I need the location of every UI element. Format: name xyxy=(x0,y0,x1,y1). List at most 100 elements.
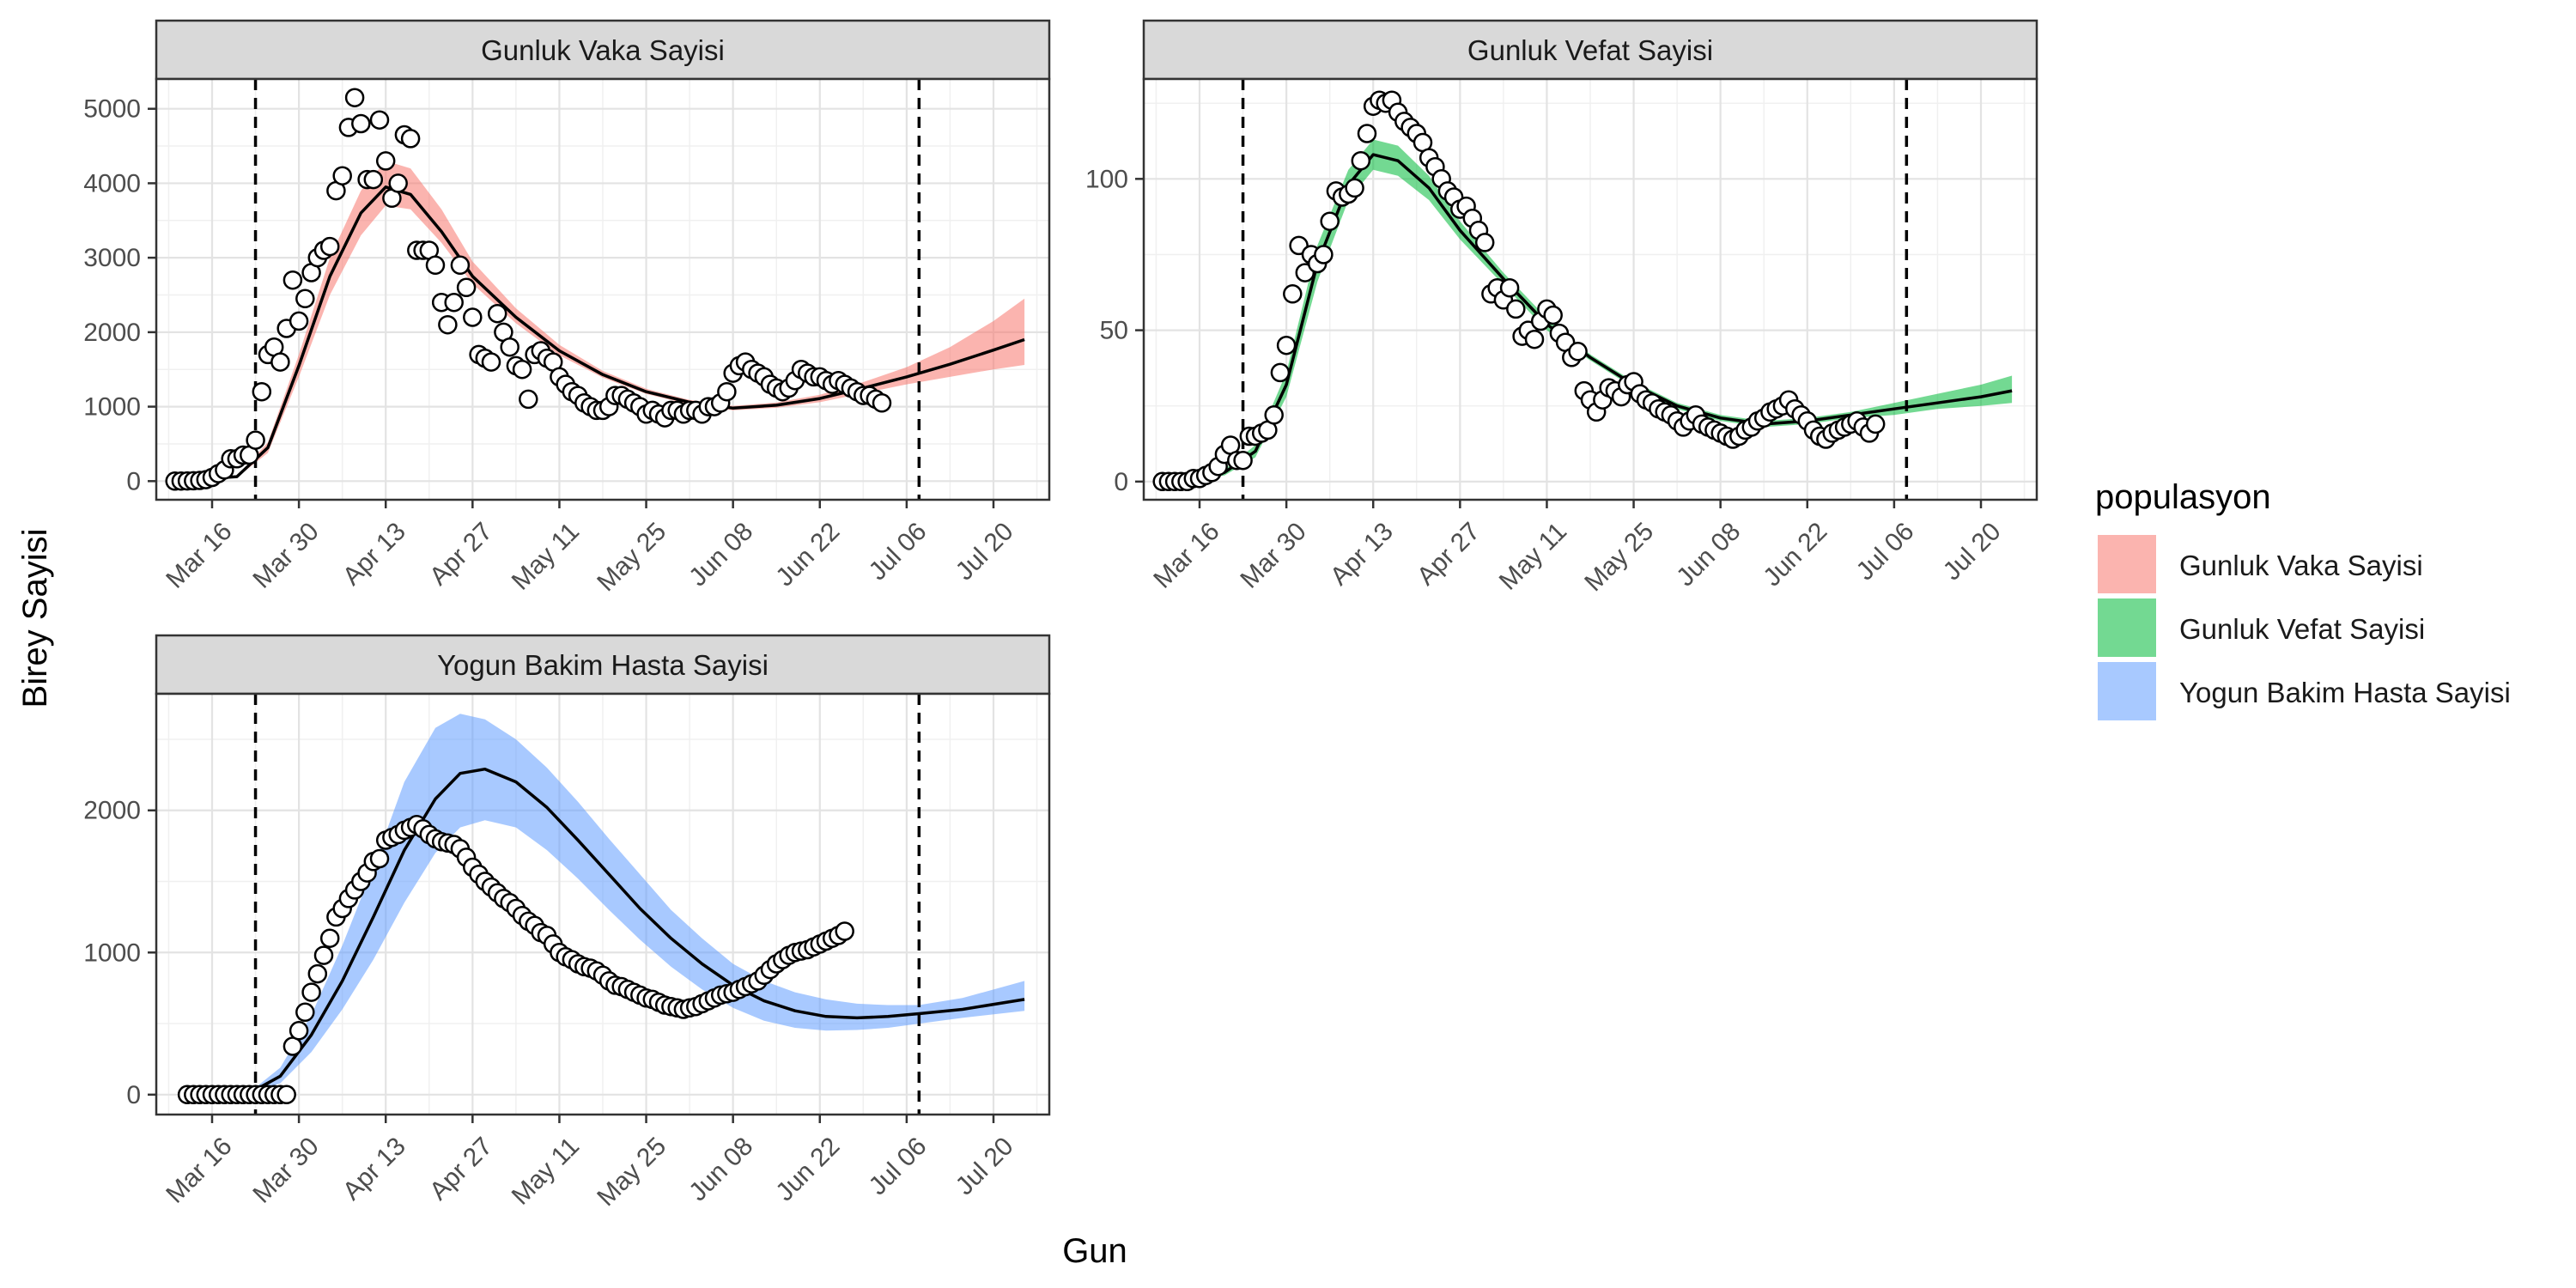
x-axis-yogun-bakim: Mar 16 Mar 30 Apr 13 Apr 27 May 11 May 25 Jun … xyxy=(161,1115,1019,1212)
data-point xyxy=(351,113,371,134)
panel-border-yogun-bakim xyxy=(155,692,1051,1116)
y-axis-yogun-bakim: 0 1000 2000 xyxy=(83,797,156,1109)
y-axis-title: Birey Sayisi xyxy=(16,529,54,708)
x-tick-label: Mar 30 xyxy=(247,1132,324,1208)
x-tick-label: Jul 06 xyxy=(864,517,933,586)
legend-label-yogun-bakim: Yogun Bakim Hasta Sayisi xyxy=(2179,677,2511,708)
fit-line-yogun-bakim xyxy=(187,767,1025,1097)
data-point xyxy=(388,173,408,193)
data-point xyxy=(1345,178,1364,198)
legend-label-vaka: Gunluk Vaka Sayisi xyxy=(2179,550,2423,581)
x-tick-label: Jul 20 xyxy=(1938,517,2007,586)
data-point xyxy=(1568,342,1588,361)
data-point xyxy=(487,303,507,324)
legend-label-vefat: Gunluk Vefat Sayisi xyxy=(2179,613,2425,645)
data-point xyxy=(1524,329,1545,349)
x-tick-label: Jun 22 xyxy=(770,1132,845,1206)
data-point xyxy=(246,430,265,450)
observed-points-vaka xyxy=(165,88,892,491)
data-point xyxy=(1506,299,1526,319)
data-point xyxy=(369,110,390,130)
data-point xyxy=(289,311,309,331)
x-tick-label: May 25 xyxy=(1579,517,1659,597)
data-point xyxy=(481,352,501,372)
data-point xyxy=(375,151,396,171)
y-tick-label: 1000 xyxy=(83,393,141,422)
y-tick-label: 0 xyxy=(126,467,141,495)
data-point xyxy=(1276,335,1297,355)
strip-title-yogun-bakim: Yogun Bakim Hasta Sayisi xyxy=(437,649,769,681)
x-tick-label: Apr 13 xyxy=(337,517,411,591)
panel-yogun-bakim: Yogun Bakim Hasta Sayisi 0 1000 2000 Mar 16 M… xyxy=(83,634,1051,1212)
x-tick-label: Jul 06 xyxy=(864,1132,933,1200)
data-point xyxy=(1865,414,1886,434)
data-point xyxy=(369,848,390,869)
data-point xyxy=(500,337,519,357)
legend-item-yogun-bakim: Yogun Bakim Hasta Sayisi xyxy=(2098,662,2511,720)
y-tick-label: 3000 xyxy=(83,244,141,272)
legend-key-vaka xyxy=(2098,535,2156,593)
x-tick-label: Apr 27 xyxy=(424,1132,498,1206)
y-tick-label: 1000 xyxy=(83,939,141,967)
data-point xyxy=(301,982,321,1002)
panel-vaka: Gunluk Vaka Sayisi 0 1000 2000 3000 4000 5000 M… xyxy=(83,19,1051,597)
data-point xyxy=(1474,233,1495,252)
data-point xyxy=(295,1002,315,1023)
x-tick-label: May 11 xyxy=(507,517,585,595)
x-tick-label: Jun 22 xyxy=(1758,517,1832,592)
y-tick-label: 0 xyxy=(1114,468,1128,496)
legend-item-vefat: Gunluk Vefat Sayisi xyxy=(2098,598,2425,657)
legend-key-yogun-bakim xyxy=(2098,662,2156,720)
data-point xyxy=(519,389,538,410)
y-tick-label: 100 xyxy=(1085,165,1128,193)
y-tick-label: 0 xyxy=(126,1081,141,1109)
data-point xyxy=(512,359,532,380)
strip-yogun-bakim xyxy=(155,634,1051,696)
x-tick-label: Jun 08 xyxy=(683,517,758,592)
data-point xyxy=(717,381,737,402)
data-point xyxy=(400,129,421,149)
major-grid-yogun-bakim xyxy=(156,694,1049,1115)
legend: populasyon Gunluk Vaka Sayisi Gunluk Vef… xyxy=(2095,478,2511,720)
data-point xyxy=(1283,284,1303,304)
observed-points-vefat xyxy=(1152,90,1886,492)
data-point xyxy=(319,928,340,948)
x-tick-label: Mar 16 xyxy=(1148,517,1224,593)
x-tick-label: Jul 20 xyxy=(951,1132,1019,1200)
observed-points-yogun-bakim xyxy=(177,815,854,1105)
x-tick-label: Apr 27 xyxy=(424,517,498,591)
data-point xyxy=(270,352,290,372)
x-tick-label: Jun 08 xyxy=(683,1132,758,1206)
data-point xyxy=(289,1021,309,1041)
x-tick-label: May 11 xyxy=(1494,517,1572,595)
x-tick-label: Mar 30 xyxy=(1235,517,1311,593)
y-axis-vefat: 0 50 100 xyxy=(1085,165,1144,496)
x-axis-title: Gun xyxy=(1062,1232,1127,1270)
data-point xyxy=(835,921,854,941)
panel-border-vaka xyxy=(155,77,1051,501)
strip-vaka xyxy=(155,19,1051,81)
x-tick-label: Mar 16 xyxy=(161,517,237,593)
y-tick-label: 2000 xyxy=(83,797,141,825)
data-point xyxy=(456,277,477,298)
data-point xyxy=(1320,211,1340,231)
data-point xyxy=(1499,277,1520,298)
y-tick-label: 4000 xyxy=(83,169,141,197)
x-tick-label: Jul 20 xyxy=(951,517,1019,586)
x-tick-label: Apr 13 xyxy=(1325,517,1399,591)
data-point xyxy=(463,307,483,327)
legend-item-vaka: Gunluk Vaka Sayisi xyxy=(2098,535,2423,593)
data-point xyxy=(438,314,458,335)
data-point xyxy=(344,88,365,107)
y-tick-label: 50 xyxy=(1100,317,1128,345)
data-point xyxy=(313,945,334,965)
data-point xyxy=(363,169,384,190)
x-tick-label: Apr 13 xyxy=(337,1132,411,1206)
data-point xyxy=(307,963,328,984)
panel-border-vefat xyxy=(1142,77,2038,501)
y-tick-label: 2000 xyxy=(83,319,141,347)
data-point xyxy=(1264,405,1284,425)
x-tick-label: Mar 16 xyxy=(161,1132,237,1208)
